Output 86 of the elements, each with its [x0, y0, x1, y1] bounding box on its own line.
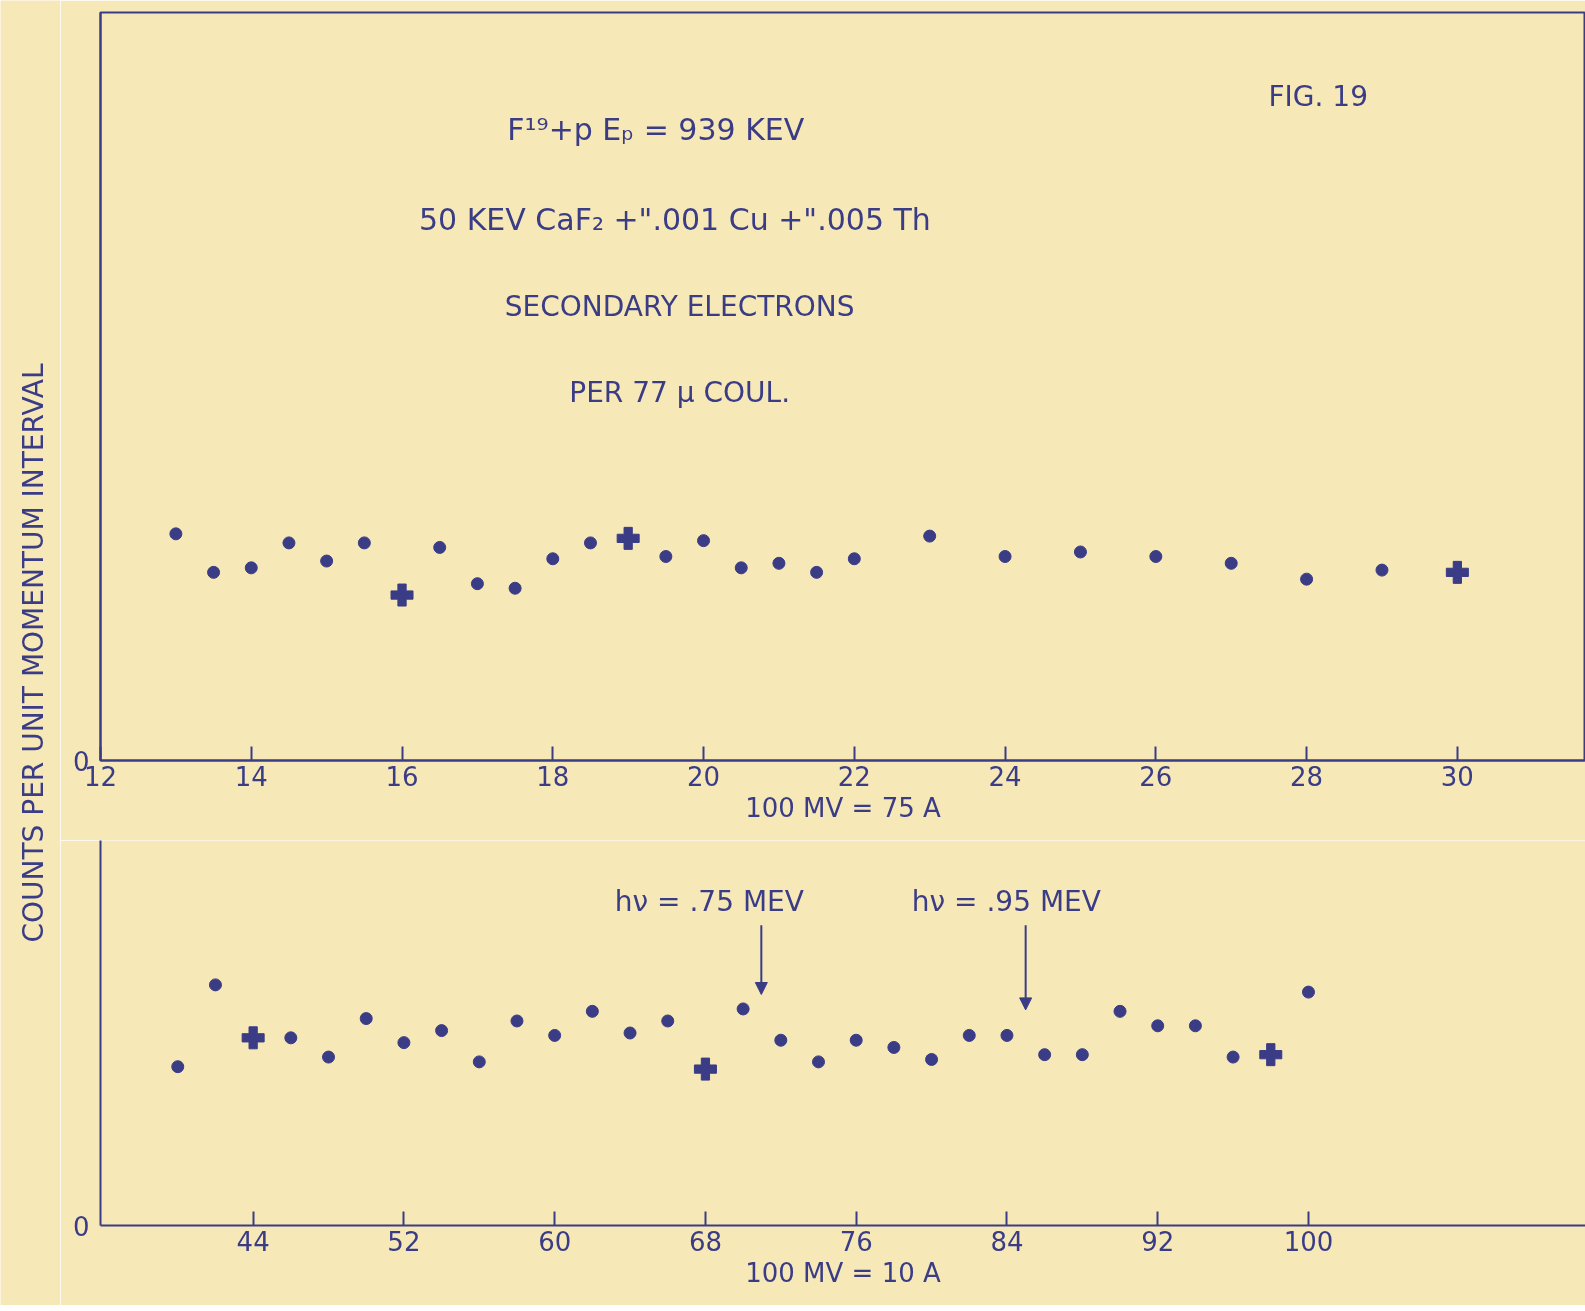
y-axis-title: COUNTS PER UNIT MOMENTUM INTERVAL: [17, 363, 50, 943]
x-tick-label: 60: [538, 1226, 572, 1257]
x-tick-label: 24: [988, 761, 1022, 792]
point: [208, 978, 222, 992]
x-tick-label: 28: [1290, 761, 1324, 792]
point: [583, 536, 597, 550]
x-tick-label: 14: [234, 761, 268, 792]
point: [1113, 1004, 1127, 1018]
point: [359, 1012, 373, 1026]
point: [585, 1004, 599, 1018]
point: [1151, 1019, 1165, 1033]
point: [472, 1055, 486, 1069]
point: [623, 1026, 637, 1040]
point: [546, 552, 560, 566]
text: hν = .95 MEV: [911, 884, 1101, 918]
point: [433, 540, 447, 554]
point: [320, 554, 334, 568]
point: [470, 577, 484, 591]
point: [1226, 1050, 1240, 1064]
x-tick-label: 44: [236, 1226, 270, 1257]
point: [925, 1052, 939, 1066]
x-axis-title: 100 MV = 75 A: [745, 792, 941, 823]
x-tick-label: 76: [839, 1226, 873, 1257]
point: [244, 561, 258, 575]
x-tick-label: 30: [1440, 761, 1474, 792]
chart-subtitle: 50 KEV CaF₂ +".001 Cu +".005 Th: [418, 201, 931, 237]
point: [1224, 556, 1238, 570]
point: [171, 1060, 185, 1074]
point: [616, 526, 640, 550]
point: [390, 583, 414, 607]
point: [774, 1033, 788, 1047]
x-tick-label: 20: [687, 761, 721, 792]
x-tick-label: 26: [1139, 761, 1173, 792]
point: [734, 561, 748, 575]
point: [661, 1014, 675, 1028]
point: [207, 565, 221, 579]
point: [1188, 1019, 1202, 1033]
x-tick-label: 92: [1141, 1226, 1175, 1257]
point: [1149, 550, 1163, 563]
point: [810, 565, 824, 579]
point: [923, 529, 937, 543]
point: [736, 1002, 750, 1016]
point: [659, 550, 673, 563]
point: [510, 1014, 524, 1028]
point: [1300, 572, 1314, 586]
x-tick-label: 18: [536, 761, 570, 792]
point: [1038, 1048, 1052, 1062]
point: [1301, 985, 1315, 999]
point: [282, 536, 296, 550]
point: [772, 556, 786, 570]
text: SECONDARY ELECTRONS: [504, 289, 855, 323]
point: [962, 1028, 976, 1042]
point: [397, 1036, 411, 1050]
x-tick-label: 84: [990, 1226, 1024, 1257]
point: [357, 536, 371, 550]
text: hν = .75 MEV: [614, 884, 804, 918]
x-axis-title: 100 MV = 10 A: [745, 1257, 941, 1288]
point: [847, 552, 861, 566]
point: [169, 527, 183, 541]
x-tick-label: 100: [1283, 1226, 1334, 1257]
x-tick-label: 16: [385, 761, 419, 792]
caption: FIG. 19: [1268, 80, 1368, 114]
point: [849, 1033, 863, 1047]
x-tick-label: 68: [688, 1226, 722, 1257]
point: [693, 1057, 717, 1081]
point: [1259, 1043, 1283, 1067]
point: [998, 550, 1012, 563]
chart-title: F¹⁹+p Eₚ = 939 KEV: [507, 112, 805, 148]
point: [697, 534, 711, 548]
point: [1073, 545, 1087, 559]
point: [1445, 560, 1469, 584]
point: [887, 1040, 901, 1054]
text: 0: [72, 1211, 90, 1242]
point: [1000, 1028, 1014, 1042]
point: [548, 1028, 562, 1042]
text: PER 77 μ COUL.: [569, 375, 791, 409]
x-tick-label: 22: [837, 761, 871, 792]
x-tick-label: 52: [387, 1226, 421, 1257]
point: [508, 581, 522, 595]
point: [284, 1031, 298, 1045]
point: [322, 1050, 336, 1064]
point: [1375, 563, 1389, 577]
point: [241, 1026, 265, 1050]
point: [812, 1055, 825, 1069]
point: [435, 1024, 449, 1038]
point: [1075, 1048, 1089, 1062]
